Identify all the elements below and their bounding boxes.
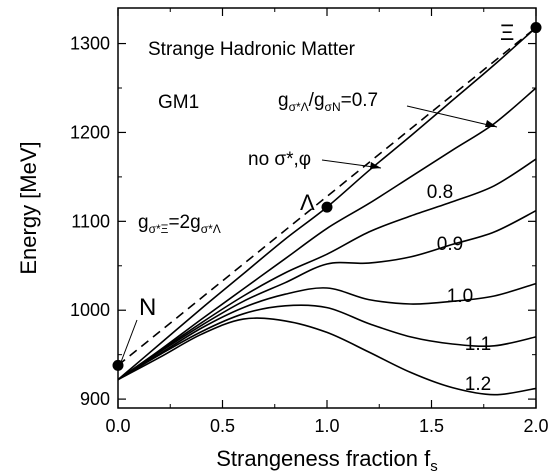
label-lambda: Λ: [300, 190, 315, 215]
point-Ξ: [530, 22, 542, 34]
y-tick-label: 1200: [70, 122, 110, 142]
series-line-0.7: [117, 87, 537, 381]
curve-label-0.9: 0.9: [437, 234, 463, 255]
chart-title: Strange Hadronic Matter: [148, 39, 356, 60]
no-meson-annotation: no σ*,φ: [248, 149, 311, 170]
y-tick-label: 1000: [70, 300, 110, 320]
particle-points: [112, 22, 542, 371]
curve-label-0.8: 0.8: [427, 182, 453, 203]
series-line-1.0: [117, 282, 537, 381]
y-tick-label: 1100: [71, 211, 110, 231]
curve-label-1.1: 1.1: [465, 334, 491, 355]
ratio-arrowhead: [485, 120, 497, 127]
y-tick-label: 1300: [70, 34, 110, 54]
point-Λ: [321, 201, 333, 213]
coupling-annotation: gσ*Ξ=2gσ*Λ: [138, 212, 221, 236]
label-nucleon: N: [139, 294, 156, 321]
dashed-reference-line: [117, 26, 537, 366]
no-meson-arrowhead: [370, 162, 381, 169]
series-line-0.9: [117, 209, 537, 381]
series-line-0.8: [117, 158, 537, 381]
curve-label-1.2: 1.2: [465, 374, 491, 395]
series-line-1.2: [117, 317, 537, 396]
x-tick-label: 1.5: [419, 416, 444, 436]
y-tick-labels: 900 1000 1100 1200 1300: [70, 34, 110, 410]
x-axis-title: Strangeness fraction fs: [216, 446, 438, 472]
axis-ticks: [117, 8, 537, 408]
y-axis-title: Energy [MeV]: [16, 141, 41, 274]
x-tick-labels: 0.0 0.5 1.0 1.5 2.0: [105, 416, 548, 436]
x-tick-label: 2.0: [523, 416, 548, 436]
nucleon-pointer: [120, 319, 138, 363]
point-N: [112, 359, 124, 371]
x-tick-label: 1.0: [314, 416, 339, 436]
series-line-1.1: [117, 304, 537, 381]
ratio-annotation: gσ*Λ/gσN=0.7: [278, 90, 378, 114]
model-label: GM1: [158, 92, 199, 113]
y-tick-label: 900: [80, 389, 110, 409]
label-xi: Ξ: [500, 20, 514, 45]
ratio-annotation-arrow: [406, 105, 498, 128]
x-tick-label: 0.0: [105, 416, 130, 436]
x-tick-label: 0.5: [210, 416, 235, 436]
curve-label-1.0: 1.0: [447, 286, 473, 307]
